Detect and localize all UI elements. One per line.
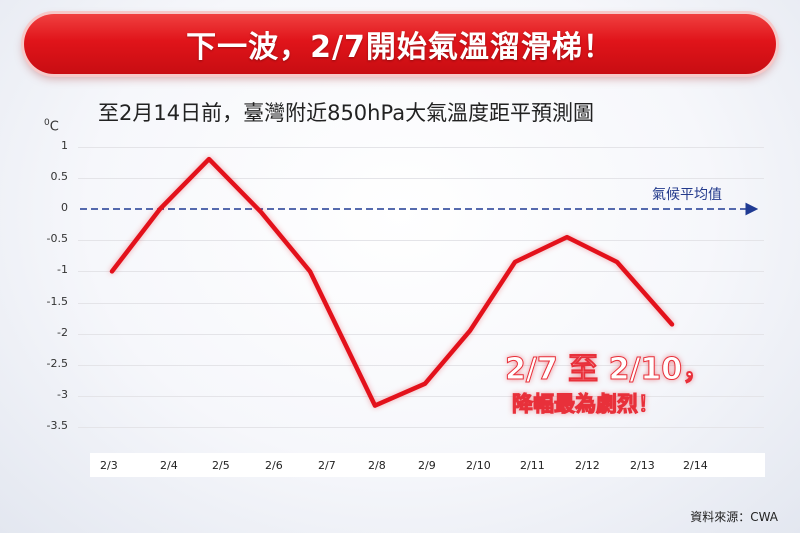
gridline xyxy=(78,333,764,335)
x-tick-label: 2/13 xyxy=(630,459,655,472)
x-tick-label: 2/12 xyxy=(575,459,600,472)
y-axis-unit: 0C xyxy=(44,118,59,135)
gridline xyxy=(78,240,764,242)
y-tick-label: -1.5 xyxy=(46,294,68,308)
headline-banner: 下一波，2/7開始氣溫溜滑梯！ xyxy=(24,14,776,74)
legend-baseline-label: 氣候平均值 xyxy=(652,187,722,203)
headline-text: 下一波，2/7開始氣溫溜滑梯！ xyxy=(186,30,614,65)
y-tick-label: 0 xyxy=(61,201,68,214)
y-tick-label: -2.5 xyxy=(46,357,68,370)
x-axis-band xyxy=(90,453,765,477)
y-tick-label: -1 xyxy=(57,263,68,277)
gridline xyxy=(78,396,764,398)
x-tick-label: 2/10 xyxy=(466,459,491,472)
gridline xyxy=(78,271,764,273)
x-tick-label: 2/5 xyxy=(212,459,230,472)
temperature-anomaly-line xyxy=(109,156,675,408)
callout-line1: 2/7 至 2/10， xyxy=(504,352,713,388)
source-credit: 資料來源：CWA xyxy=(690,510,778,524)
gridline xyxy=(78,146,764,148)
y-tick-label: 1 xyxy=(61,138,68,152)
y-tick-label: -3.5 xyxy=(46,419,68,433)
gridline xyxy=(78,427,764,429)
gridline xyxy=(78,177,764,179)
x-tick-label: 2/3 xyxy=(100,459,118,472)
y-tick-label: -0.5 xyxy=(46,232,68,246)
x-tick-label: 2/9 xyxy=(418,459,436,472)
y-tick-label: 0.5 xyxy=(50,169,69,183)
x-tick-label: 2/14 xyxy=(683,459,708,472)
x-tick-label: 2/8 xyxy=(368,459,386,472)
x-tick-label: 2/11 xyxy=(520,459,545,472)
gridline xyxy=(78,365,764,366)
gridline xyxy=(78,302,764,304)
x-tick-label: 2/6 xyxy=(265,459,283,472)
y-tick-label: -2 xyxy=(57,325,68,339)
x-tick-label: 2/4 xyxy=(160,459,178,472)
chart-title: 至2月14日前，臺灣附近850hPa大氣溫度距平預測圖 xyxy=(98,101,595,125)
y-tick-label: -3 xyxy=(57,388,68,402)
callout-line2: 降幅最為劇烈！ xyxy=(512,392,660,417)
x-tick-label: 2/7 xyxy=(318,459,336,472)
